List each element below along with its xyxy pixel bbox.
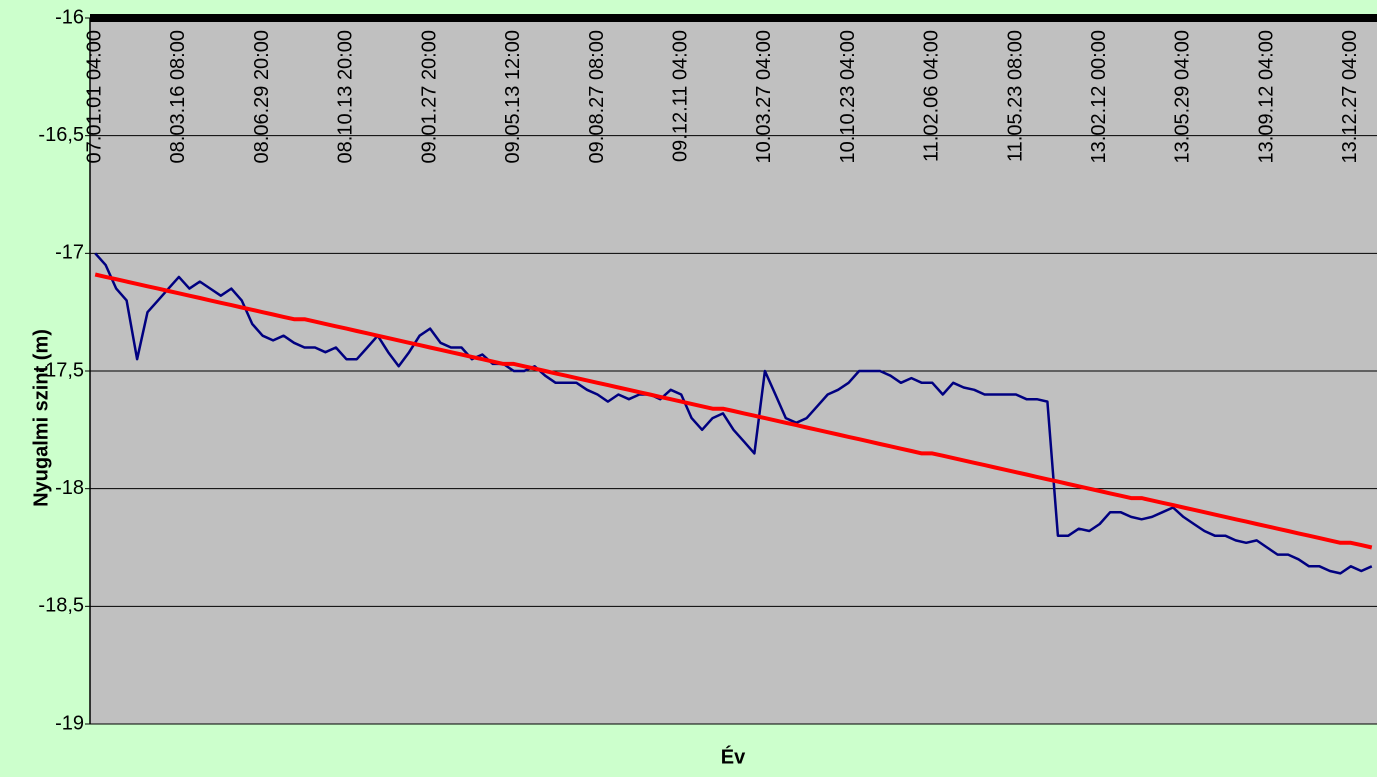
x-tick-label: 09.01.27 20:00 (418, 30, 440, 163)
x-tick-label: 09.12.11 04:00 (669, 30, 691, 162)
x-tick-label: 13.05.29 04:00 (1172, 30, 1194, 163)
x-tick-label: 11.05.23 08:00 (1004, 30, 1026, 162)
x-tick-label: 08.10.13 20:00 (335, 30, 357, 163)
y-tick-label: -18,5 (38, 595, 84, 617)
x-tick-label: 10.03.27 04:00 (753, 30, 775, 163)
x-tick-label: 11.02.06 04:00 (921, 30, 943, 162)
data-line (94, 272, 1373, 550)
x-tick-label: 09.05.13 12:00 (502, 30, 524, 163)
x-tick-label: 13.09.12 04:00 (1255, 30, 1277, 163)
y-tick-label: -16 (55, 6, 84, 28)
y-tick-label: -16,5 (38, 124, 84, 146)
x-tick-label: 09.08.27 08:00 (586, 30, 608, 163)
x-tick-label: 10.10.23 04:00 (837, 30, 859, 163)
y-tick-label: -17,5 (38, 359, 84, 381)
x-tick-label: 13.12.27 04:00 (1339, 30, 1361, 163)
x-tick-label: 08.06.29 20:00 (251, 30, 273, 163)
x-tick-label: 08.03.16 08:00 (167, 30, 189, 163)
x-axis-title: Év (721, 745, 746, 768)
y-tick-label: -18 (55, 477, 84, 499)
y-tick-label: -19 (55, 712, 84, 734)
y-tick-label: -17 (55, 242, 84, 264)
x-tick-label: 07.01.01 04:00 (84, 30, 106, 163)
x-tick-label: 13.02.12 00:00 (1088, 30, 1110, 163)
y-axis-title: Nyugalmi szint (m) (30, 329, 52, 507)
data-line (94, 252, 1373, 575)
